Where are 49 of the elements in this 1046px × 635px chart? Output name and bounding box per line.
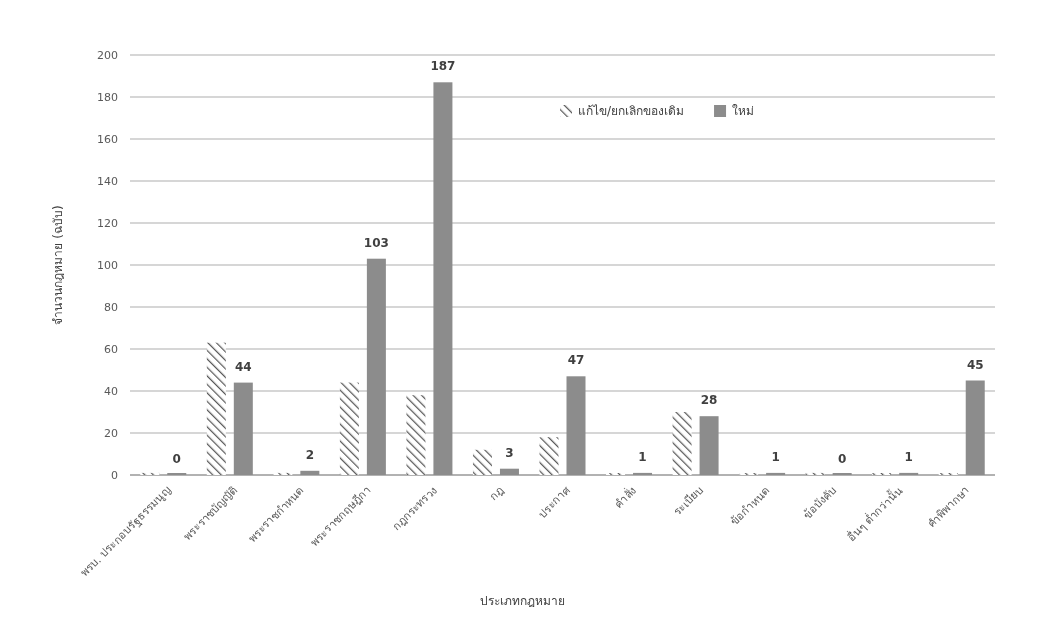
data-label: 3	[505, 445, 514, 460]
bar	[699, 416, 719, 475]
y-tick-label: 160	[97, 133, 118, 146]
bar	[672, 412, 692, 475]
bar	[433, 82, 453, 475]
data-label: 47	[567, 353, 585, 368]
bar	[472, 449, 492, 475]
y-tick-label: 80	[104, 301, 118, 314]
y-tick-label: 0	[111, 469, 118, 482]
x-tick-label: กฎ	[486, 483, 507, 504]
bar	[633, 472, 653, 475]
y-axis-title: จำนวนกฎหมาย (ฉบับ)	[51, 205, 65, 325]
data-label: 28	[700, 393, 718, 408]
y-tick-label: 60	[104, 343, 118, 356]
bar	[206, 342, 226, 475]
x-axis-title: ประเภทกฎหมาย	[480, 594, 565, 608]
bar	[805, 472, 825, 475]
bar	[566, 376, 586, 475]
data-label: 44	[234, 359, 252, 374]
data-label: 2	[305, 447, 315, 462]
bar	[140, 472, 160, 475]
data-label: 1	[904, 449, 913, 464]
bar	[499, 468, 519, 475]
data-label: 103	[363, 235, 389, 250]
data-label: 1	[638, 449, 647, 464]
legend-label: ใหม่	[732, 104, 755, 118]
bar	[273, 472, 293, 475]
y-tick-label: 40	[104, 385, 118, 398]
data-label: 0	[172, 452, 181, 466]
data-label: 45	[966, 357, 984, 372]
bar	[233, 382, 253, 475]
y-tick-label: 100	[97, 259, 118, 272]
bar	[406, 395, 426, 475]
data-label: 1	[771, 449, 780, 464]
bar	[766, 472, 786, 475]
bar	[366, 258, 386, 475]
bar	[965, 380, 985, 475]
y-tick-label: 140	[97, 175, 118, 188]
data-label: 187	[430, 59, 456, 74]
y-tick-label: 120	[97, 217, 118, 230]
y-tick-label: 20	[104, 427, 118, 440]
data-label: 0	[837, 452, 847, 466]
y-tick-label: 200	[97, 49, 118, 62]
bar	[300, 470, 320, 475]
y-tick-label: 180	[97, 91, 118, 104]
bar	[899, 472, 919, 475]
legend-label: แก้ไข/ยกเลิกของเดิม	[578, 104, 685, 118]
bar	[539, 437, 559, 475]
bar	[339, 382, 359, 475]
